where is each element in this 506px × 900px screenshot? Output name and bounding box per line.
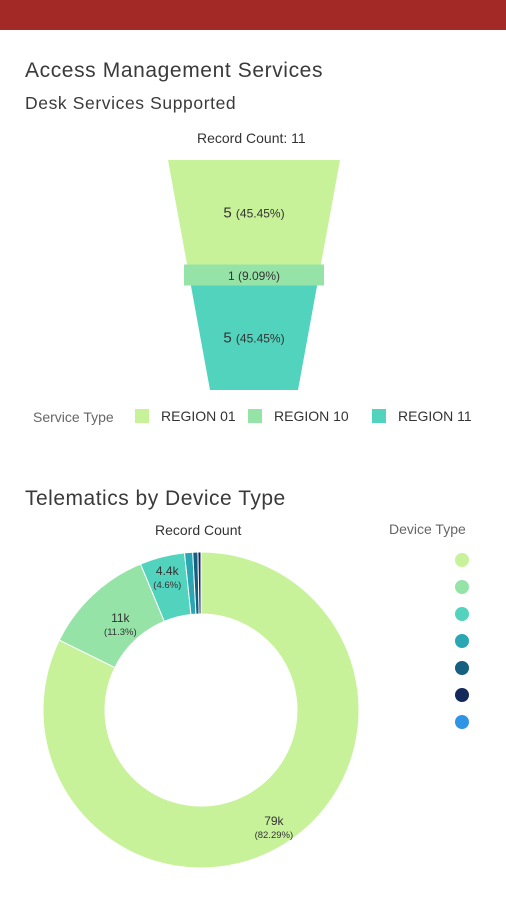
legend-swatch	[372, 409, 386, 423]
top-app-bar	[0, 0, 506, 30]
donut-record-count: Record Count	[155, 522, 242, 538]
device-type-legend-dot[interactable]	[455, 688, 469, 702]
legend-label: REGION 11	[398, 408, 472, 424]
funnel-segment-1[interactable]	[168, 160, 340, 265]
funnel-legend-item[interactable]: REGION 01	[135, 408, 236, 424]
funnel-legend-item[interactable]: REGION 10	[248, 408, 349, 424]
legend-swatch	[135, 409, 149, 423]
funnel-legend-title: Service Type	[33, 409, 114, 425]
donut-legend-title: Device Type	[389, 521, 466, 537]
funnel-segment-2[interactable]	[184, 264, 324, 286]
funnel-segment-3[interactable]	[190, 285, 318, 390]
device-type-legend-dot[interactable]	[455, 661, 469, 675]
device-type-legend-dot[interactable]	[455, 607, 469, 621]
device-type-legend-dot[interactable]	[455, 715, 469, 729]
device-type-legend-dot[interactable]	[455, 634, 469, 648]
donut-slice-1[interactable]	[42, 551, 360, 869]
chart-subtitle: Desk Services Supported	[25, 93, 237, 113]
legend-swatch	[248, 409, 262, 423]
funnel-segment-label: 5 (45.45%)	[223, 204, 284, 221]
donut-slice-6[interactable]	[197, 551, 202, 615]
funnel-record-count: Record Count: 11	[197, 130, 306, 146]
funnel-legend-item[interactable]: REGION 11	[372, 408, 472, 424]
device-type-legend-dot[interactable]	[455, 580, 469, 594]
funnel-segment-label: 1 (9.09%)	[228, 269, 280, 283]
funnel-segment-label: 5 (45.45%)	[223, 330, 284, 347]
page-title: Access Management Services	[25, 59, 324, 82]
donut-slice-label: 4.4k (4.6%)	[153, 564, 181, 591]
section-title-telematics: Telematics by Device Type	[25, 487, 286, 510]
donut-slice-label: 79k (82.29%)	[255, 814, 294, 841]
donut-slice-label: 11k (11.3%)	[104, 611, 137, 638]
legend-label: REGION 01	[161, 408, 236, 424]
legend-label: REGION 10	[274, 408, 349, 424]
device-type-legend-dot[interactable]	[455, 553, 469, 567]
